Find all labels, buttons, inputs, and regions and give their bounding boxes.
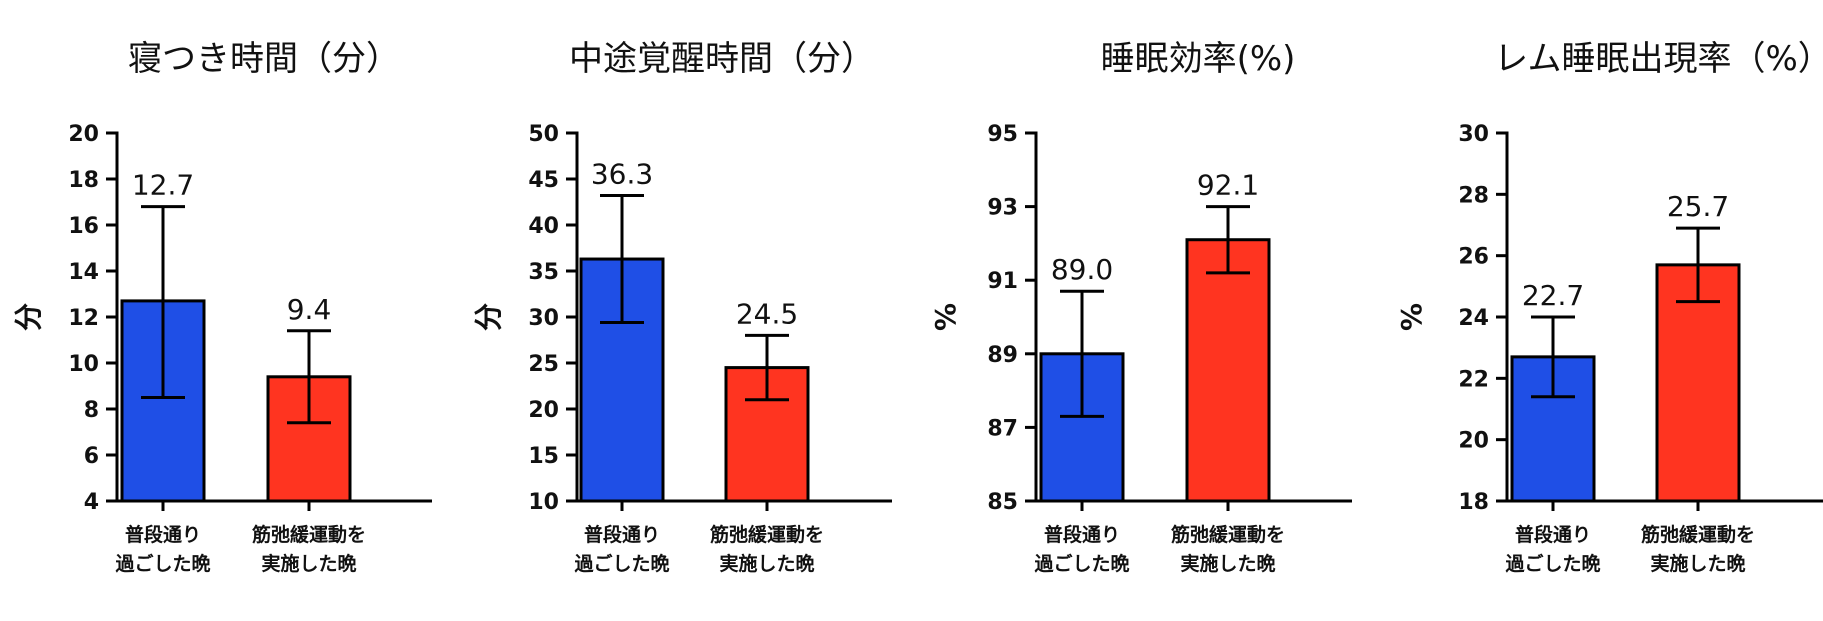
y-tick-label: 14 — [68, 260, 99, 285]
y-tick-label: 10 — [68, 352, 99, 377]
x-tick-label: 普段通り過ごした晩 — [574, 523, 669, 575]
y-axis-label: % — [1395, 303, 1428, 331]
y-tick-label: 85 — [987, 490, 1018, 515]
x-tick-label: 筋弛緩運動を実施した晩 — [1171, 523, 1285, 575]
y-tick-label: 89 — [987, 343, 1018, 368]
y-tick-label: 40 — [528, 214, 559, 239]
x-tick-label: 筋弛緩運動を実施した晩 — [1641, 523, 1755, 575]
x-tick-label: 筋弛緩運動を実施した晩 — [252, 523, 366, 575]
x-tick-label: 普段通り過ごした晩 — [1505, 523, 1600, 575]
y-axis-label: 分 — [12, 303, 45, 331]
y-tick-label: 20 — [528, 398, 559, 423]
y-tick-label: 15 — [528, 444, 559, 469]
y-tick-label: 16 — [68, 214, 99, 239]
y-tick-label: 18 — [68, 168, 99, 193]
data-label: 92.1 — [1197, 169, 1259, 202]
chart-3: 睡眠効率(%)% 85 87 89 91 93 95 89.0 普段通り過ごした晩 92.1 筋弛緩… — [929, 39, 1352, 575]
data-label: 9.4 — [287, 293, 332, 326]
data-label: 22.7 — [1522, 279, 1584, 312]
chart-2: 中途覚醒時間（分） 分 10 15 20 25 30 35 40 45 50 36.3 普段通り過ごした… — [472, 39, 892, 575]
x-tick-label: 普段通り過ごした晩 — [115, 523, 210, 575]
y-tick-label: 10 — [528, 490, 559, 515]
y-tick-label: 87 — [987, 416, 1018, 441]
y-tick-label: 12 — [68, 306, 99, 331]
y-tick-label: 28 — [1458, 183, 1489, 208]
x-tick-label: 筋弛緩運動を実施した晩 — [710, 523, 824, 575]
y-tick-label: 93 — [987, 196, 1018, 221]
y-tick-label: 6 — [84, 444, 99, 469]
y-tick-label: 20 — [1458, 429, 1489, 454]
x-tick-label: 普段通り過ごした晩 — [1034, 523, 1129, 575]
y-tick-label: 20 — [68, 122, 99, 147]
y-axis-label: 分 — [472, 303, 505, 331]
chart-title: 中途覚醒時間（分） — [569, 39, 875, 79]
y-tick-label: 25 — [528, 352, 559, 377]
chart-title: 寝つき時間（分） — [128, 39, 400, 79]
bar-exercise — [1185, 238, 1271, 503]
y-tick-label: 50 — [528, 122, 559, 147]
data-label: 36.3 — [591, 158, 653, 191]
chart-title: レム睡眠出現率（%） — [1494, 39, 1823, 79]
y-axis-label: % — [929, 303, 962, 331]
chart-title: 睡眠効率(%) — [1101, 39, 1296, 79]
data-label: 25.7 — [1667, 190, 1729, 223]
y-tick-label: 26 — [1458, 245, 1489, 270]
y-tick-label: 18 — [1458, 490, 1489, 515]
y-tick-label: 45 — [528, 168, 559, 193]
y-tick-label: 22 — [1458, 367, 1489, 392]
chart-4: レム睡眠出現率（%）% 18 20 22 24 26 28 30 22.7 普段通り過ごした晩 25… — [1395, 39, 1823, 575]
y-tick-label: 30 — [528, 306, 559, 331]
data-label: 89.0 — [1051, 253, 1113, 286]
y-tick-label: 30 — [1458, 122, 1489, 147]
y-tick-label: 91 — [987, 269, 1018, 294]
y-tick-label: 35 — [528, 260, 559, 285]
bar-exercise — [1655, 263, 1741, 503]
chart-1: 寝つき時間（分） 分 4 6 8 10 12 14 16 18 20 12.7 普段通り過ごした晩 9.4… — [12, 39, 432, 575]
y-tick-label: 4 — [84, 490, 99, 515]
y-tick-label: 8 — [84, 398, 99, 423]
data-label: 24.5 — [736, 297, 798, 330]
y-tick-label: 24 — [1458, 306, 1489, 331]
data-label: 12.7 — [132, 169, 194, 202]
y-tick-label: 95 — [987, 122, 1018, 147]
